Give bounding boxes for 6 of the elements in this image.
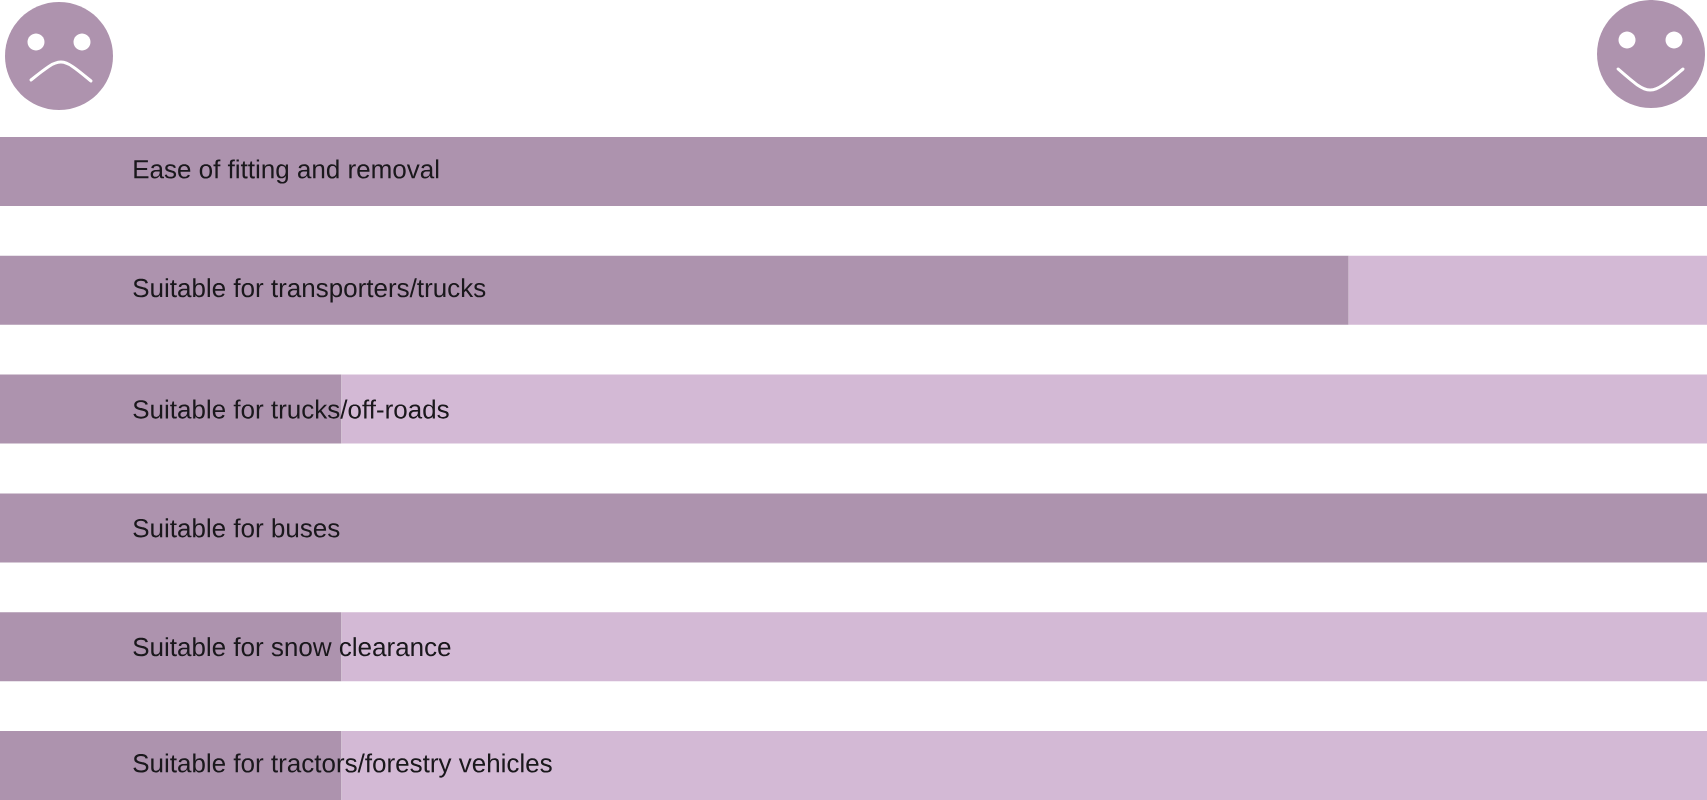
y-tick-label: Suitable for buses [133, 518, 340, 538]
y-tick-label: Suitable for transporters/trucks [133, 278, 486, 303]
y-tick-label: Suitable for trucks/off-roads [133, 399, 449, 419]
y-tick-label: Suitable for tractors/forestry vehicles [133, 753, 552, 778]
y-tick-label: Suitable for snow clearance [133, 637, 451, 657]
y-tick-label: Ease of fitting and removal [134, 159, 439, 184]
